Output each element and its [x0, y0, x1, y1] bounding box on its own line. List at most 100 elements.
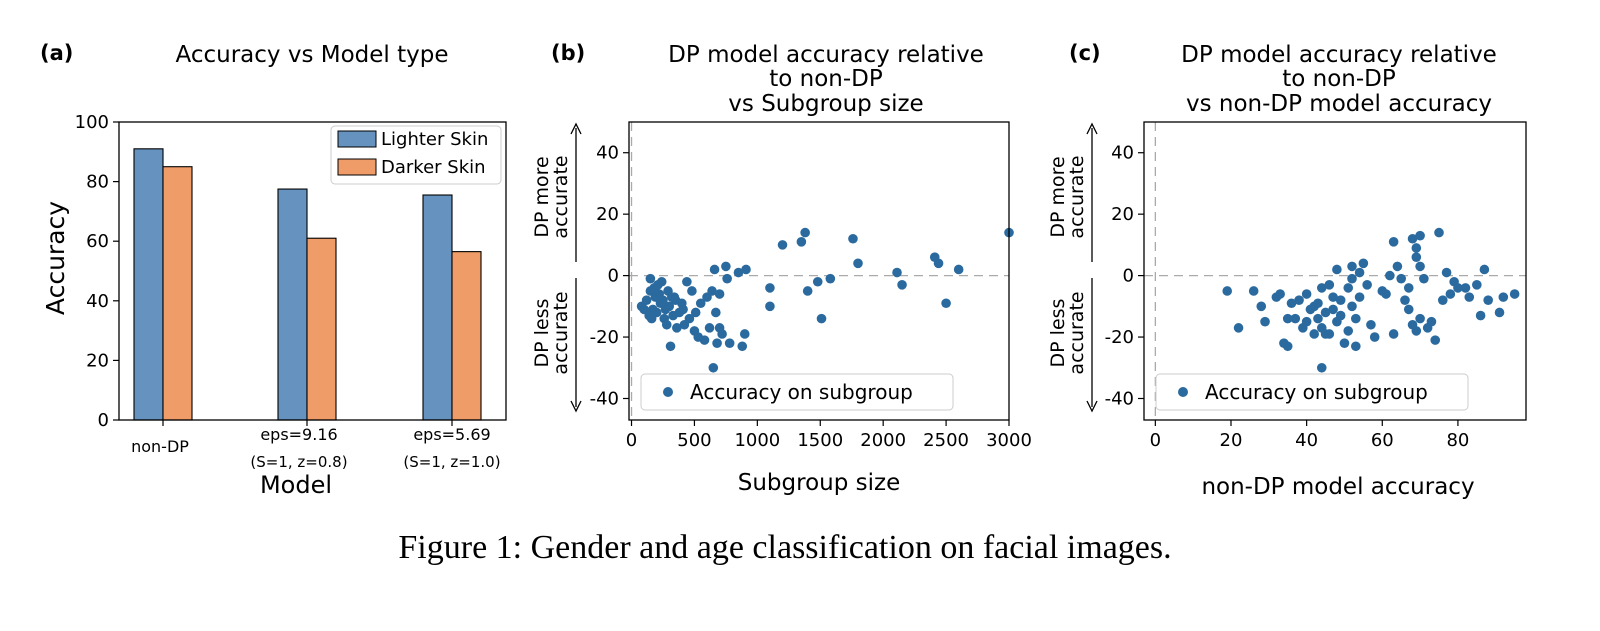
data-point — [796, 237, 807, 247]
y-tick-label: 40 — [86, 291, 109, 312]
y-tick-label: -40 — [590, 388, 619, 409]
data-point — [724, 338, 735, 348]
data-point — [717, 329, 727, 339]
panel-b: (b) DP model accuracy relative to non-DP… — [531, 41, 1032, 496]
data-point — [1434, 227, 1444, 238]
data-point — [1396, 273, 1406, 284]
data-point — [1332, 264, 1342, 275]
side-label-upper-line-1: DP more — [531, 156, 553, 237]
x-tick-label: 2500 — [923, 430, 969, 451]
panel-b-label: (b) — [551, 41, 585, 65]
data-point — [1324, 280, 1335, 290]
y-tick-label: -40 — [1105, 388, 1134, 409]
data-point — [741, 264, 751, 275]
data-point — [699, 335, 710, 345]
panel-b-points — [636, 227, 1014, 373]
arrow-down-head — [570, 400, 582, 413]
y-tick-label: 40 — [596, 143, 619, 164]
panel-a-label: (a) — [40, 41, 73, 65]
panel-c-title-line-1: DP model accuracy relative — [1181, 42, 1497, 68]
data-point — [1419, 273, 1429, 284]
x-tick-label: 2000 — [860, 430, 906, 451]
data-point — [1415, 230, 1425, 241]
data-point — [1351, 313, 1361, 324]
data-point — [1354, 267, 1365, 278]
data-point — [765, 301, 775, 312]
data-point — [825, 273, 836, 284]
data-point — [1479, 264, 1490, 275]
data-point — [892, 267, 902, 278]
y-tick-label: 100 — [75, 112, 109, 133]
data-point — [739, 329, 750, 339]
data-point — [1411, 326, 1422, 336]
data-point — [1411, 243, 1422, 253]
data-point — [941, 298, 951, 309]
panel-a-title: Accuracy vs Model type — [176, 42, 449, 68]
y-tick-label: 40 — [1111, 143, 1134, 164]
x-tick-label: 1500 — [797, 430, 843, 451]
panel-a-xlabel: Model — [260, 471, 332, 499]
data-point — [777, 240, 788, 250]
data-point — [1335, 295, 1346, 305]
data-point — [1275, 289, 1285, 299]
data-point — [656, 276, 667, 287]
data-point — [1415, 313, 1425, 324]
bar-lighter-skin-1 — [277, 188, 308, 421]
data-point — [687, 286, 697, 296]
data-point — [684, 313, 695, 324]
x-tick-label: 0 — [626, 430, 637, 451]
side-label-upper-line-2: accurate — [550, 155, 572, 238]
data-point — [641, 295, 652, 305]
data-point — [1339, 338, 1350, 348]
side-label-lower-line-1: DP less — [1047, 299, 1069, 368]
data-point — [665, 341, 676, 352]
y-tick-label: -20 — [590, 327, 619, 348]
side-label-upper-line-2: accurate — [1066, 155, 1088, 238]
data-point — [1347, 301, 1357, 312]
data-point — [712, 338, 722, 348]
panel-c-zero-guides — [1144, 122, 1526, 420]
data-point — [1222, 286, 1233, 296]
data-point — [1335, 310, 1346, 321]
legend-frame — [1155, 373, 1469, 411]
bar-lighter-skin-2 — [422, 194, 453, 421]
arrow-up-head — [570, 122, 582, 135]
side-label-lower-line-2: accurate — [550, 291, 572, 374]
data-point — [1441, 267, 1452, 278]
panel-b-xlabel: Subgroup size — [738, 470, 900, 496]
data-point — [812, 276, 823, 287]
data-point — [897, 280, 907, 290]
data-point — [1369, 332, 1380, 342]
data-point — [1392, 261, 1403, 272]
data-point — [1316, 362, 1327, 373]
data-point — [1294, 295, 1304, 305]
x-tick-label: 0 — [1150, 430, 1161, 451]
data-point — [1233, 323, 1244, 333]
panel-b-legend: Accuracy on subgroup — [640, 373, 954, 411]
panel-c-xlabel: non-DP model accuracy — [1201, 474, 1474, 500]
data-point — [682, 276, 692, 287]
data-point — [1494, 307, 1505, 318]
data-point — [1430, 335, 1441, 345]
data-point — [1411, 252, 1422, 262]
panel-a-y-ticks: 0 20 40 60 80 100 — [75, 112, 119, 431]
panel-c-x-ticks: 0 20 40 60 80 — [1150, 420, 1469, 451]
data-point — [1464, 292, 1475, 302]
legend-label-lighter: Lighter Skin — [381, 129, 488, 150]
data-point — [816, 313, 827, 324]
legend-label: Accuracy on subgroup — [690, 380, 913, 404]
panel-b-y-ticks: -40 -20 0 20 40 — [590, 143, 629, 409]
y-tick-label: 60 — [86, 231, 109, 252]
data-point — [1347, 273, 1357, 284]
data-point — [1498, 292, 1509, 302]
bar-darker-skin-1 — [306, 237, 337, 421]
data-point — [933, 258, 944, 269]
x-tick-label: 3000 — [986, 430, 1032, 451]
data-point — [1347, 261, 1357, 272]
data-point — [1286, 298, 1297, 309]
panel-a-frame — [118, 121, 507, 421]
data-point — [672, 323, 682, 333]
y-tick-label: 80 — [86, 172, 109, 193]
panel-b-zero-guides — [629, 122, 1009, 420]
y-tick-label: 0 — [608, 266, 619, 287]
